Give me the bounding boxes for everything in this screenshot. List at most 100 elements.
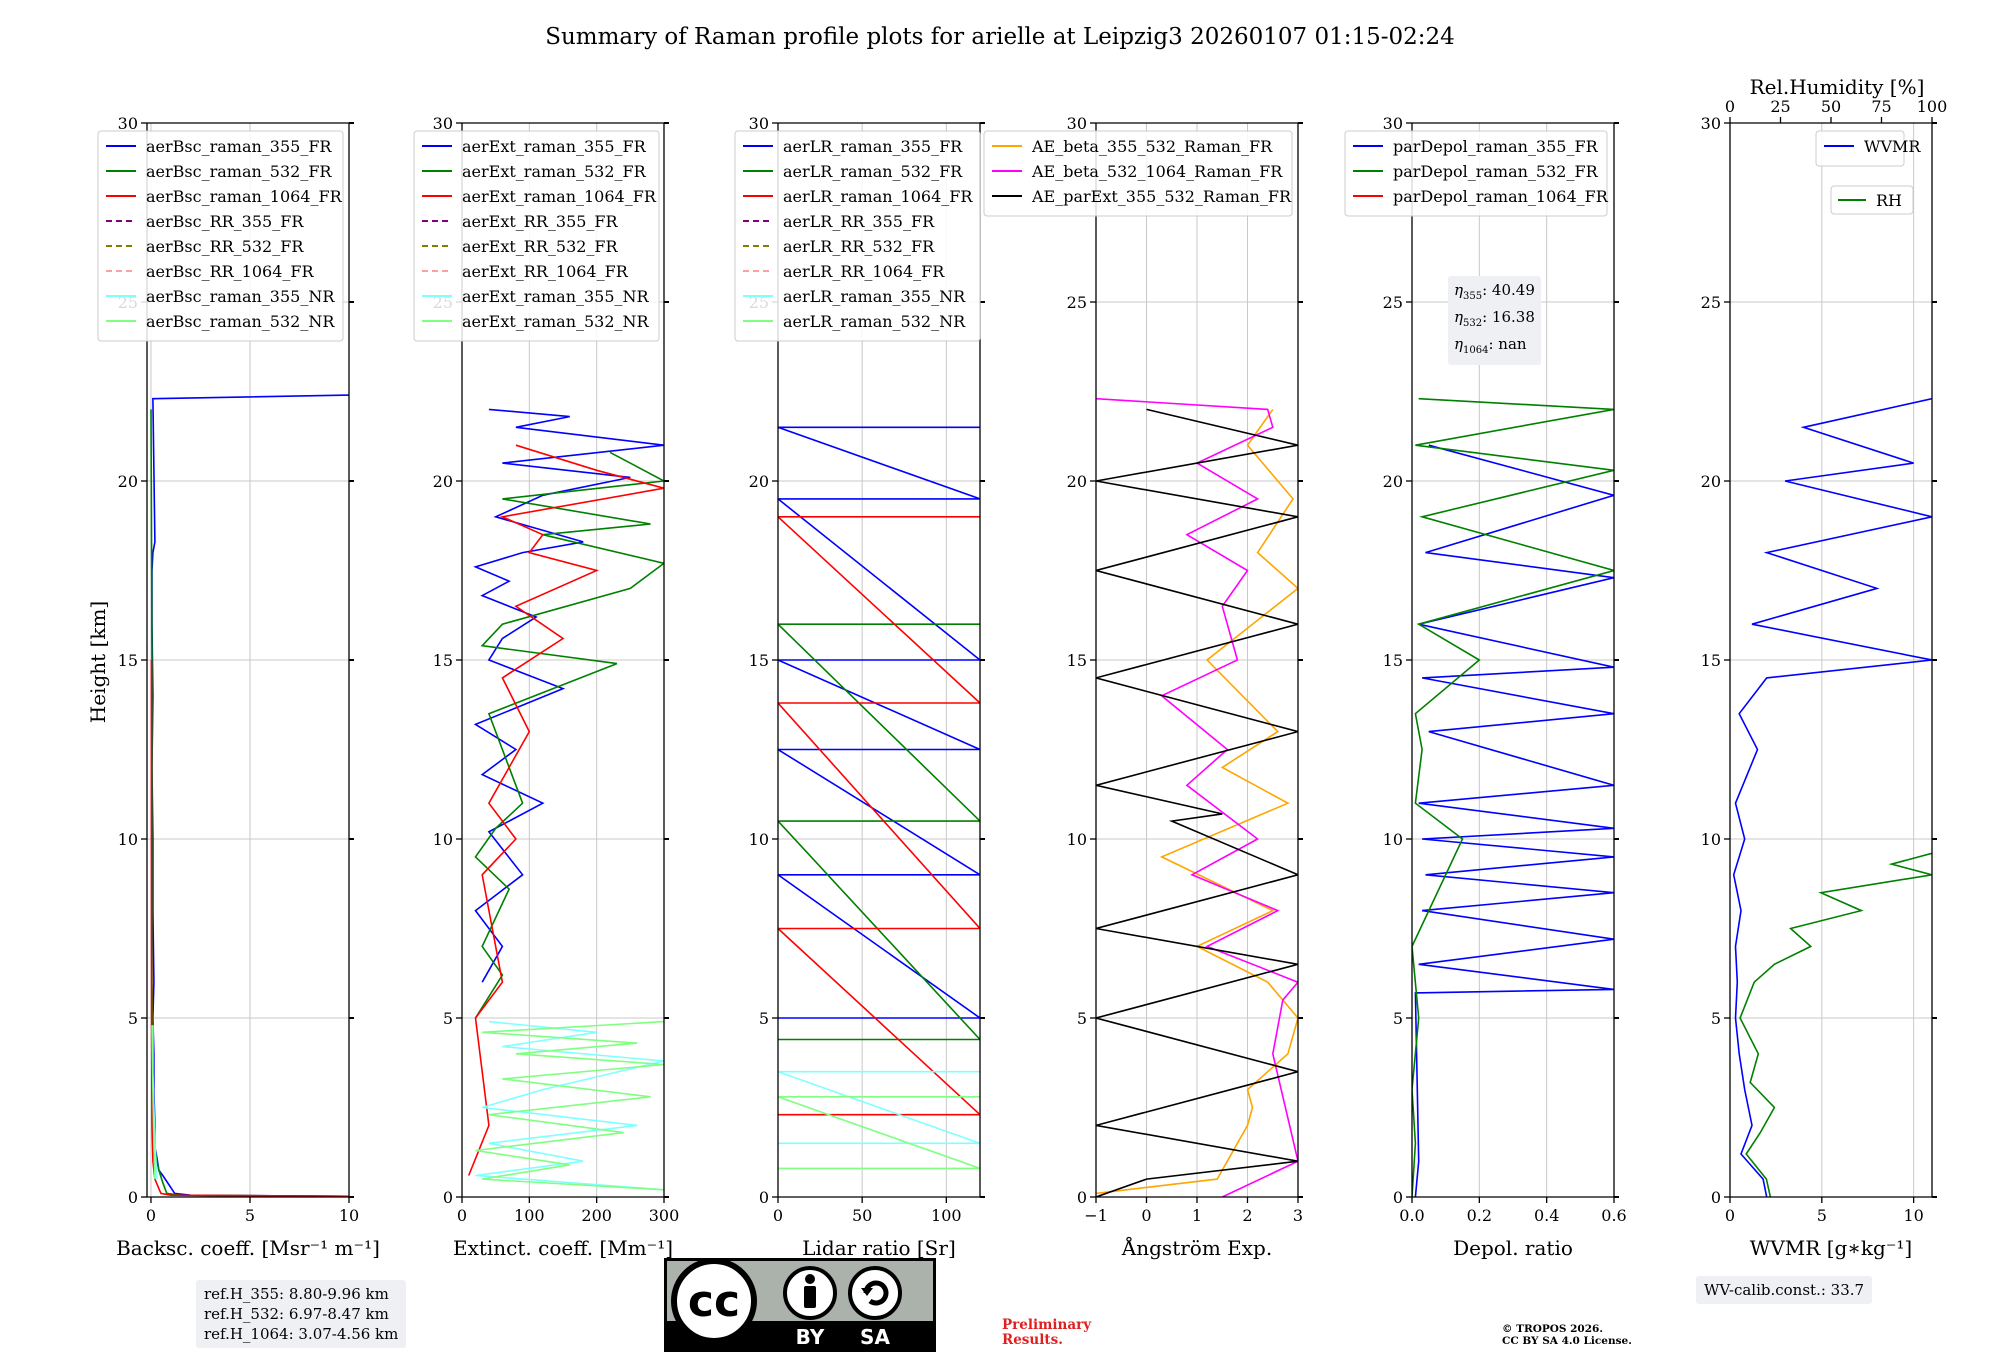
legend-label: aerLR_raman_355_FR <box>783 137 963 156</box>
ref-h-355: ref.H_355: 8.80-9.96 km <box>204 1285 389 1303</box>
ref-h-1064: ref.H_1064: 3.07-4.56 km <box>204 1325 399 1343</box>
x-tick-label: 0.0 <box>1399 1206 1424 1225</box>
x-tick-label: 10 <box>1903 1206 1923 1225</box>
cc-logo-text: cc <box>688 1276 740 1327</box>
legend-label: aerLR_raman_1064_FR <box>783 187 973 206</box>
y-tick-label: 30 <box>1067 114 1087 133</box>
series-line-aerExt_raman_1064_FR <box>467 444 664 1176</box>
legend-box <box>1344 130 1608 217</box>
x-tick-label: 0 <box>1725 1206 1735 1225</box>
y-tick-label: 0 <box>443 1188 453 1207</box>
x-tick-label: 3 <box>1293 1206 1303 1225</box>
series-line-aerLR_raman_355_FR <box>778 426 980 1019</box>
series-group <box>1412 397 1614 1197</box>
y-tick-label: 10 <box>118 830 138 849</box>
legend-box <box>413 130 660 342</box>
legend-bsc: aerBsc_raman_355_FR aerBsc_raman_532_FRae… <box>97 130 344 342</box>
y-tick-label: 15 <box>433 651 453 670</box>
legend-label: aerBsc_raman_532_FR <box>146 162 332 181</box>
top-x-tick-label: 50 <box>1821 97 1841 116</box>
y-tick-label: 25 <box>1701 293 1721 312</box>
series-group <box>1732 397 1932 1197</box>
legend-label: parDepol_raman_1064_FR <box>1393 187 1609 206</box>
wv-calib-box: WV-calib.const.: 33.7 <box>1696 1276 1873 1304</box>
series-group <box>467 408 664 1191</box>
y-tick-label: 10 <box>1067 830 1087 849</box>
share-alike-icon <box>848 1266 902 1320</box>
legend-wv: WVMR <box>1815 130 1921 167</box>
legend-label: aerExt_RR_532_FR <box>462 237 619 256</box>
series-group <box>1096 397 1298 1197</box>
eta-1064: η1064: nan <box>1454 335 1527 356</box>
panel-bsc: 0510152025300510Backsc. coeff. [Msr⁻¹ m⁻… <box>97 114 380 1260</box>
top-x-tick-label: 75 <box>1871 97 1891 116</box>
legend-label: aerExt_RR_355_FR <box>462 212 619 231</box>
x-axis-label: Lidar ratio [Sr] <box>802 1236 956 1260</box>
series-line-aerBsc_raman_355_FR <box>151 394 349 1197</box>
y-tick-label: 0 <box>1711 1188 1721 1207</box>
cc-license-badge[interactable]: cc BY SA <box>664 1258 936 1352</box>
y-tick-label: 15 <box>118 651 138 670</box>
legend-label: aerBsc_raman_355_NR <box>146 287 335 306</box>
y-tick-label: 0 <box>128 1188 138 1207</box>
y-tick-label: 0 <box>759 1188 769 1207</box>
x-tick-label: 5 <box>245 1206 255 1225</box>
legend-label: aerLR_raman_532_NR <box>783 312 966 331</box>
copyright-note: © TROPOS 2026. CC BY SA 4.0 License. <box>1502 1323 1632 1347</box>
chart-title: Summary of Raman profile plots for ariel… <box>545 24 1455 50</box>
ref-h-532: ref.H_532: 6.97-8.47 km <box>204 1305 389 1323</box>
top-x-tick-label: 0 <box>1725 97 1735 116</box>
y-tick-label: 20 <box>1383 472 1403 491</box>
legend-label: AE_parExt_355_532_Raman_FR <box>1031 187 1292 206</box>
x-tick-label: 0.6 <box>1601 1206 1626 1225</box>
series-line-aerExt_raman_532_NR <box>475 1020 664 1191</box>
series-line-aerExt_raman_355_FR <box>473 408 664 983</box>
y-tick-label: 10 <box>749 830 769 849</box>
legend-lr: aerLR_raman_355_FR aerLR_raman_532_FR aerL… <box>734 130 981 342</box>
series-line-WVMR <box>1732 397 1932 1197</box>
x-tick-label: 10 <box>339 1206 359 1225</box>
x-tick-label: 300 <box>649 1206 680 1225</box>
y-tick-label: 15 <box>1383 651 1403 670</box>
x-tick-label: 100 <box>931 1206 962 1225</box>
legend-label: aerExt_RR_1064_FR <box>462 262 629 281</box>
series-line-AE_beta_532_1064_Raman_FR <box>1096 397 1298 1197</box>
x-tick-label: 0 <box>1141 1206 1151 1225</box>
series-line-aerBsc_raman_532_NR <box>151 1025 156 1180</box>
series-line-aerLR_raman_1064_FR <box>778 515 980 1116</box>
legend-box <box>1815 130 1905 167</box>
cc-logo-icon <box>671 1258 757 1344</box>
y-tick-label: 20 <box>1701 472 1721 491</box>
x-tick-label: 100 <box>514 1206 545 1225</box>
legend-label: aerBsc_RR_355_FR <box>146 212 304 231</box>
eta-355: η355: 40.49 <box>1454 281 1535 302</box>
legend-label: AE_beta_532_1064_Raman_FR <box>1031 162 1283 181</box>
y-tick-label: 30 <box>433 114 453 133</box>
y-tick-label: 15 <box>749 651 769 670</box>
series-line-aerLR_raman_532_NR <box>778 1096 980 1170</box>
series-line-aerExt_raman_532_FR <box>474 451 664 1019</box>
legend-box <box>983 130 1293 217</box>
legend-box <box>734 130 981 342</box>
y-tick-label: 20 <box>118 472 138 491</box>
wv-calib-const: WV-calib.const.: 33.7 <box>1704 1281 1865 1299</box>
legend-label: aerBsc_RR_1064_FR <box>146 262 315 281</box>
x-tick-label: 0 <box>146 1206 156 1225</box>
x-axis-label: Ångström Exp. <box>1121 1235 1272 1260</box>
x-axis-label: WVMR [g∗kg⁻¹] <box>1750 1236 1912 1260</box>
series-group <box>150 394 349 1197</box>
y-tick-label: 5 <box>128 1009 138 1028</box>
legend-label: aerExt_raman_532_FR <box>462 162 647 181</box>
legend-box <box>1830 185 1914 215</box>
legend-ext: aerExt_raman_355_FR aerExt_raman_532_FRae… <box>413 130 660 342</box>
top-x-tick-label: 100 <box>1917 97 1948 116</box>
x-axis-label: Depol. ratio <box>1453 1236 1573 1260</box>
y-tick-label: 5 <box>1711 1009 1721 1028</box>
legend-label: aerLR_raman_355_NR <box>783 287 966 306</box>
series-line-AE_beta_355_532_Raman_FR <box>1096 408 1298 1195</box>
y-tick-label: 20 <box>433 472 453 491</box>
eta-532: η532: 16.38 <box>1454 308 1535 329</box>
legend-label: aerBsc_RR_532_FR <box>146 237 304 256</box>
